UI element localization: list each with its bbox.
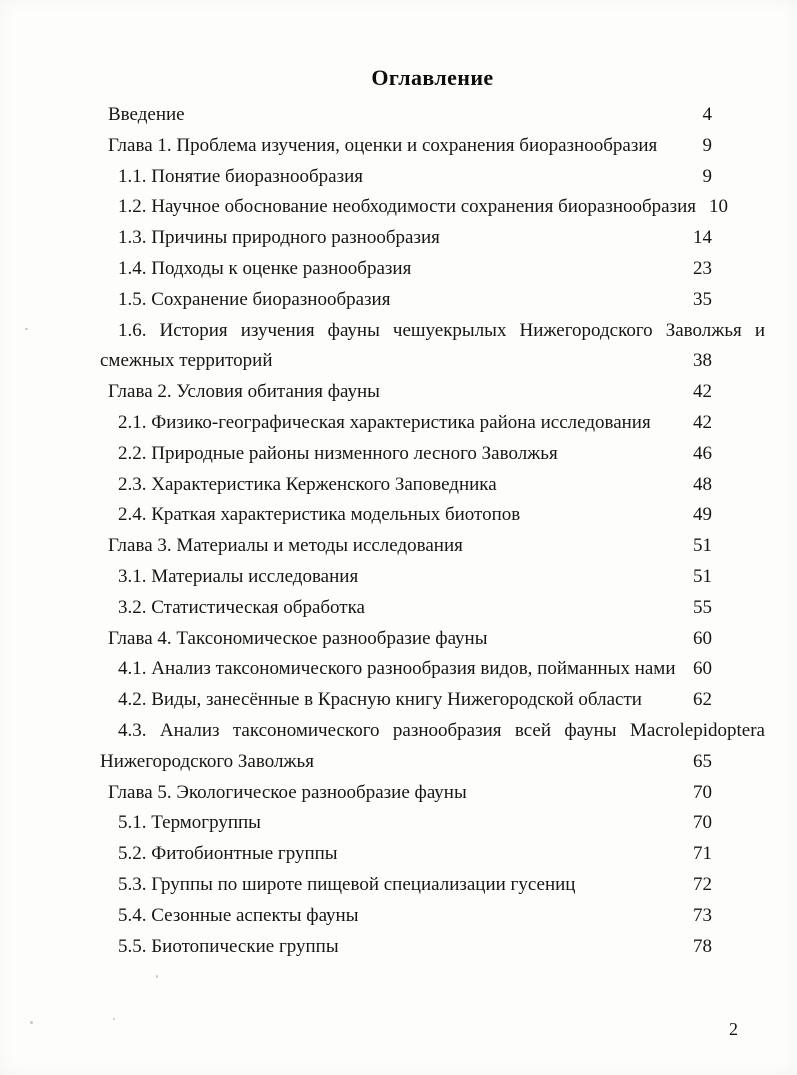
toc-entry-label: 5.5. Биотопические группы bbox=[118, 935, 339, 957]
toc-entry-page: 62 bbox=[693, 689, 712, 711]
toc-entry-label: 5.2. Фитобионтные группы bbox=[118, 843, 338, 865]
toc-entry-label: 3.1. Материалы исследования bbox=[118, 565, 359, 587]
toc-entry-label: Глава 3. Материалы и методы исследования bbox=[108, 535, 463, 557]
toc-entry: 1.4. Подходы к оценке разнообразия 23 bbox=[100, 254, 765, 285]
toc-entry: 1.5. Сохранение биоразнообразия 35 bbox=[100, 285, 765, 316]
toc-entry-page: 51 bbox=[693, 565, 712, 587]
toc-entry-page: 42 bbox=[693, 411, 712, 433]
toc-entry: 2.3. Характеристика Керженского Заповедн… bbox=[100, 470, 765, 501]
toc-entry-label: 4.1. Анализ таксономического разнообрази… bbox=[118, 658, 676, 680]
toc-entry: 5.3. Группы по широте пищевой специализа… bbox=[100, 870, 765, 901]
toc-entry: 5.5. Биотопические группы 78 bbox=[100, 932, 765, 963]
toc-entry: 5.1. Термогруппы 70 bbox=[100, 808, 765, 839]
toc-entry: 1.3. Причины природного разнообразия 14 bbox=[100, 223, 765, 254]
toc-entry-label: 4.3. Анализ таксономического разнообрази… bbox=[118, 719, 765, 741]
toc-list: Введение 4 Глава 1. Проблема изучения, оце… bbox=[100, 100, 765, 962]
toc-entry-label: Глава 2. Условия обитания фауны bbox=[108, 381, 380, 403]
toc-entry-page: 23 bbox=[693, 257, 712, 279]
toc-entry-label: 1.5. Сохранение биоразнообразия bbox=[118, 288, 391, 310]
toc-entry-page: 4 bbox=[702, 104, 713, 125]
toc-entry-label: 1.2. Научное обоснование необходимости с… bbox=[118, 196, 697, 218]
toc-entry-label: Глава 4. Таксономическое разнообразие фа… bbox=[108, 627, 488, 649]
toc-entry-label-continuation: смежных территорий bbox=[100, 350, 273, 372]
toc-entry-page: 46 bbox=[693, 442, 712, 464]
toc-entry: 5.2. Фитобионтные группы 71 bbox=[100, 839, 765, 870]
toc-entry-label: Глава 5. Экологическое разнообразие фаун… bbox=[108, 781, 467, 803]
toc-entry-label: 5.4. Сезонные аспекты фауны bbox=[118, 904, 359, 926]
toc-entry-page: 70 bbox=[693, 812, 712, 834]
toc-entry-label: 4.2. Виды, занесённые в Красную книгу Ни… bbox=[118, 689, 642, 711]
toc-entry: Глава 5. Экологическое разнообразие фаун… bbox=[100, 778, 765, 809]
toc-entry-label: 1.6. История изучения фауны чешуекрылых … bbox=[118, 319, 765, 341]
toc-entry: 2.1. Физико-географическая характеристик… bbox=[100, 408, 765, 439]
toc-entry: 1.1. Понятие биоразнообразия 9 bbox=[100, 162, 765, 193]
toc-entry: 5.4. Сезонные аспекты фауны 73 bbox=[100, 901, 765, 932]
toc-entry: Глава 1. Проблема изучения, оценки и сох… bbox=[100, 131, 765, 162]
toc-entry-page: 73 bbox=[693, 904, 712, 926]
toc-entry: 2.2. Природные районы низменного лесного… bbox=[100, 439, 765, 470]
toc-entry-label: 3.2. Статистическая обработка bbox=[118, 596, 365, 618]
toc-entry-page: 38 bbox=[693, 350, 712, 372]
toc-entry: Глава 3. Материалы и методы исследования… bbox=[100, 531, 765, 562]
toc-entry-label: 2.1. Физико-географическая характеристик… bbox=[118, 411, 651, 433]
toc-content: Оглавление Введение 4 Глава 1. Проблема из… bbox=[100, 63, 765, 962]
scan-artifact bbox=[113, 1018, 115, 1020]
toc-entry-page: 35 bbox=[693, 288, 712, 310]
toc-entry: Глава 2. Условия обитания фауны 42 bbox=[100, 377, 765, 408]
toc-entry-page: 60 bbox=[693, 658, 712, 680]
toc-entry: 4.1. Анализ таксономического разнообрази… bbox=[100, 654, 765, 685]
toc-entry-page: 65 bbox=[693, 750, 712, 772]
toc-entry: 1.2. Научное обоснование необходимости с… bbox=[100, 192, 765, 223]
toc-entry-label-continuation: Нижегородского Заволжья bbox=[100, 750, 314, 772]
toc-entry-page: 48 bbox=[693, 473, 712, 495]
toc-entry-page: 49 bbox=[693, 504, 712, 526]
toc-entry-page: 10 bbox=[709, 196, 729, 218]
folio-page-number: 2 bbox=[729, 1019, 738, 1039]
page-title: Оглавление bbox=[371, 65, 494, 90]
toc-entry-page: 72 bbox=[693, 873, 712, 895]
toc-entry-label: 1.3. Причины природного разнообразия bbox=[118, 227, 440, 249]
toc-entry-page: 55 bbox=[693, 596, 712, 618]
toc-entry-page: 9 bbox=[702, 134, 713, 156]
toc-entry: Глава 4. Таксономическое разнообразие фа… bbox=[100, 624, 765, 655]
toc-entry: Введение 4 bbox=[100, 100, 765, 131]
toc-entry-page: 70 bbox=[693, 781, 712, 803]
toc-entry-page: 9 bbox=[702, 165, 713, 187]
toc-entry-label: 2.3. Характеристика Керженского Заповедн… bbox=[118, 473, 497, 495]
toc-entry: 3.2. Статистическая обработка 55 bbox=[100, 593, 765, 624]
scan-artifact bbox=[30, 1021, 33, 1024]
toc-entry: 4.2. Виды, занесённые в Красную книгу Ни… bbox=[100, 685, 765, 716]
toc-entry-label: Введение bbox=[108, 104, 185, 125]
toc-entry-label: 5.3. Группы по широте пищевой специализа… bbox=[118, 873, 576, 895]
toc-entry-label: 2.2. Природные районы низменного лесного… bbox=[118, 442, 558, 464]
toc-entry-label: 2.4. Краткая характеристика модельных би… bbox=[118, 504, 521, 526]
toc-entry-page: 71 bbox=[693, 843, 712, 865]
toc-entry-label: 1.4. Подходы к оценке разнообразия bbox=[118, 257, 412, 279]
toc-entry: 2.4. Краткая характеристика модельных би… bbox=[100, 500, 765, 531]
toc-entry-page: 51 bbox=[693, 535, 712, 557]
toc-entry-label: 1.1. Понятие биоразнообразия bbox=[118, 165, 363, 187]
toc-entry: 1.6. История изучения фауны чешуекрылых … bbox=[100, 316, 765, 378]
toc-entry-page: 78 bbox=[693, 935, 712, 957]
scan-artifact bbox=[25, 328, 28, 330]
scan-artifact bbox=[156, 975, 158, 978]
toc-entry: 3.1. Материалы исследования 51 bbox=[100, 562, 765, 593]
toc-entry-page: 42 bbox=[693, 381, 712, 403]
toc-entry-label: Глава 1. Проблема изучения, оценки и сох… bbox=[108, 134, 658, 156]
toc-entry-page: 14 bbox=[693, 227, 712, 249]
toc-entry-label: 5.1. Термогруппы bbox=[118, 812, 261, 834]
toc-entry-page: 60 bbox=[693, 627, 712, 649]
toc-entry: 4.3. Анализ таксономического разнообрази… bbox=[100, 716, 765, 778]
